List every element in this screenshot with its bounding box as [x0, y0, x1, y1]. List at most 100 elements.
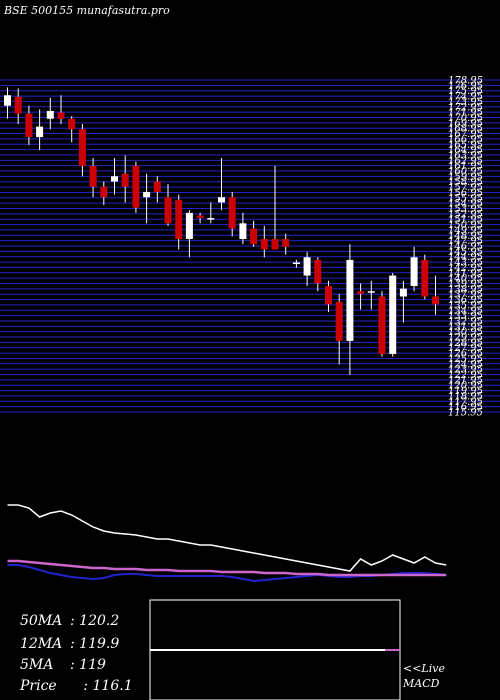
- candle: [185, 210, 193, 258]
- price-tick-label: 159.95: [448, 172, 483, 183]
- price-tick-label: 136.95: [448, 295, 483, 306]
- chart-title: BSE 500155 munafasutra.pro: [3, 4, 170, 17]
- price-tick-label: 149.95: [448, 225, 483, 236]
- price-tick-label: 115.95: [448, 408, 483, 419]
- candle-body: [46, 110, 54, 119]
- price-tick-label: 153.95: [448, 204, 483, 215]
- ma50-stat: 50MA : 120.2: [20, 613, 119, 629]
- price-tick-label: 158.95: [448, 177, 483, 188]
- price-tick-label: 121.95: [448, 375, 483, 386]
- price-tick-label: 137.95: [448, 290, 483, 301]
- price-tick-label: 124.95: [448, 359, 483, 370]
- price-tick-label: 167.95: [448, 129, 483, 140]
- price-tick-label: 147.95: [448, 236, 483, 247]
- candle: [303, 252, 311, 287]
- price-tick-label: 178.95: [448, 76, 483, 87]
- price-tick-label: 169.95: [448, 118, 483, 129]
- price-tick-label: 141.95: [448, 268, 483, 279]
- candle-body: [207, 218, 215, 220]
- price-tick-label: 143.95: [448, 258, 483, 269]
- candle-body: [185, 212, 193, 239]
- price-tick-label: 155.95: [448, 193, 483, 204]
- ma50-label: 50MA: [20, 613, 63, 629]
- candle: [292, 259, 300, 268]
- price-tick-label: 130.95: [448, 327, 483, 338]
- price-grid: [0, 79, 500, 413]
- candle: [89, 157, 97, 198]
- candle-body: [164, 197, 172, 224]
- price-tick-label: 168.95: [448, 124, 483, 135]
- price-tick-label: 132.95: [448, 316, 483, 327]
- candle: [271, 165, 279, 250]
- candle: [36, 109, 44, 151]
- price-tick-label: 175.95: [448, 86, 483, 97]
- price-tick-label: 172.95: [448, 102, 483, 113]
- candle-body: [389, 275, 397, 354]
- candle-body: [367, 291, 375, 293]
- price-tick-label: 152.95: [448, 209, 483, 220]
- price-tick-label: 123.95: [448, 365, 483, 376]
- price-tick-label: 151.95: [448, 215, 483, 226]
- candles: [4, 87, 439, 375]
- candle-body: [399, 288, 407, 297]
- price-tick-label: 165.95: [448, 140, 483, 151]
- price-tick-label: 150.95: [448, 220, 483, 231]
- candle: [421, 254, 429, 300]
- price-tick-label: 140.95: [448, 274, 483, 285]
- candle-body: [228, 197, 236, 229]
- price-value: : 116.1: [70, 678, 133, 694]
- candle-body: [111, 176, 118, 182]
- price-tick-label: 135.95: [448, 300, 483, 311]
- price-tick-label: 174.95: [448, 92, 483, 103]
- candle: [282, 233, 290, 255]
- candle: [218, 157, 225, 211]
- candle-body: [218, 197, 225, 203]
- candle: [207, 202, 215, 224]
- candle-body: [68, 118, 76, 130]
- candle: [143, 173, 151, 224]
- candle-body: [410, 257, 418, 287]
- candle: [228, 191, 236, 237]
- price-tick-label: 120.95: [448, 381, 483, 392]
- ma5-label: 5MA: [20, 657, 54, 673]
- price-tick-label: 145.95: [448, 247, 483, 258]
- price-tick-label: 128.95: [448, 338, 483, 349]
- candle: [196, 212, 204, 224]
- candle-body: [14, 96, 22, 114]
- candle: [399, 280, 407, 323]
- candle: [4, 87, 11, 119]
- candle-body: [78, 129, 86, 166]
- live-link[interactable]: <<Live: [403, 662, 445, 675]
- price-tick-label: 138.95: [448, 284, 483, 295]
- price-tick-label: 170.95: [448, 113, 483, 124]
- candle-body: [346, 259, 354, 341]
- price-tick-label: 163.95: [448, 150, 483, 161]
- macd-label: MACD: [403, 677, 440, 690]
- candle: [367, 280, 375, 310]
- candle-body: [4, 95, 11, 106]
- price-tick-label: 142.95: [448, 263, 483, 274]
- price-tick-label: 134.95: [448, 306, 483, 317]
- candle-body: [36, 126, 44, 138]
- price-stat: Price : 116.1: [20, 678, 133, 694]
- candle-body: [153, 181, 161, 192]
- candle-body: [335, 301, 343, 341]
- candle-body: [100, 186, 108, 198]
- candle: [389, 272, 397, 357]
- candle-body: [121, 173, 129, 187]
- price-tick-label: 164.95: [448, 145, 483, 156]
- candle: [164, 184, 172, 226]
- candle-body: [132, 165, 140, 208]
- candle-body: [303, 257, 311, 276]
- ma50-value: : 120.2: [70, 613, 120, 629]
- candle-body: [378, 296, 386, 354]
- price-tick-label: 126.95: [448, 349, 483, 360]
- price-tick-label: 162.95: [448, 156, 483, 167]
- price-tick-label: 131.95: [448, 322, 483, 333]
- price-tick-label: 133.95: [448, 311, 483, 322]
- candle: [175, 194, 183, 250]
- candle: [432, 275, 439, 315]
- candle-body: [57, 112, 65, 119]
